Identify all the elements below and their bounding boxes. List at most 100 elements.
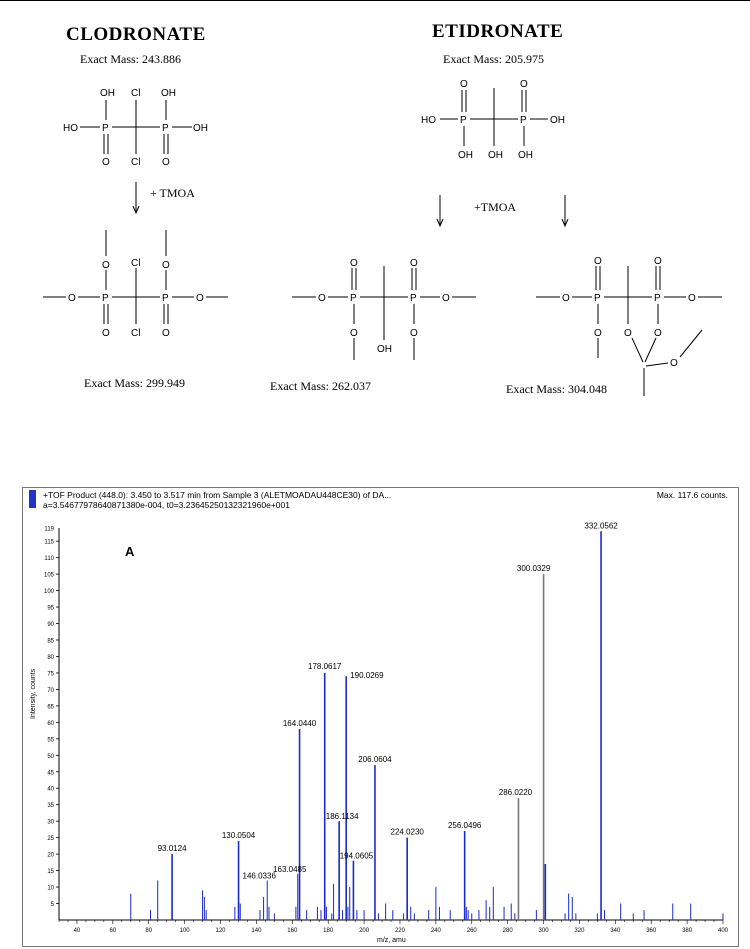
atom-o: O [350, 328, 358, 339]
atom-p: P [520, 115, 527, 126]
y-tick-label: 119 [44, 527, 54, 533]
atom-p: P [594, 293, 601, 304]
x-tick-label: 320 [574, 928, 585, 934]
y-tick-label: 5 [51, 902, 55, 908]
reagent-label-1: + TMOA [150, 186, 195, 200]
atom-p: P [162, 123, 169, 134]
x-tick-label: 300 [539, 928, 550, 934]
atom-oh: OH [100, 88, 115, 99]
y-tick-label: 60 [47, 721, 54, 727]
atom-oh: OH [488, 150, 503, 161]
atom-p: P [410, 293, 417, 304]
atom-p: P [102, 293, 109, 304]
x-tick-label: 160 [287, 928, 298, 934]
x-tick-label: 360 [646, 928, 657, 934]
spectrum-header: +TOF Product (448.0): 3.450 to 3.517 min… [23, 488, 738, 512]
peak-label: 194.0605 [340, 852, 374, 861]
atom-p: P [102, 123, 109, 134]
x-tick-label: 400 [718, 928, 729, 934]
atom-oh: OH [550, 115, 565, 126]
peak-label: 93.0124 [158, 844, 187, 853]
atom-o: O [318, 293, 326, 304]
atom-oh: OH [161, 88, 176, 99]
mass-spectrum-chart: 5 10 15 20 25 30 35 40 45 50 55 60 65 70 75 80 85 90 95 100… [30, 521, 729, 944]
x-tick-label: 240 [431, 928, 442, 934]
peak-label: 300.0329 [517, 564, 551, 573]
atom-o: O [102, 328, 110, 339]
atom-p: P [350, 293, 357, 304]
y-tick-label: 40 [47, 787, 54, 793]
atom-p: P [654, 293, 661, 304]
atom-o: O [162, 157, 170, 168]
legend-swatch[interactable] [29, 490, 36, 508]
atom-oh: OH [377, 344, 392, 355]
atom-o: O [594, 328, 602, 339]
y-tick-label: 100 [44, 589, 55, 595]
atom-cl: Cl [131, 258, 140, 269]
y-tick-label: 105 [44, 573, 55, 579]
atom-o: O [102, 157, 110, 168]
atom-oh: OH [518, 150, 533, 161]
peak-label: 332.0562 [584, 521, 618, 530]
reagent-label-2: +TMOA [474, 200, 517, 214]
atom-o: O [102, 260, 110, 271]
x-tick-label: 180 [323, 928, 334, 934]
atom-oh: OH [193, 123, 208, 134]
atom-o: O [410, 328, 418, 339]
atom-ho: HO [421, 115, 436, 126]
x-axis-label: m/z, amu [377, 937, 406, 944]
spectrum-header-line2: a=3.54677978640871380e-004, t0=3.2364525… [43, 500, 290, 510]
x-tick-label: 280 [503, 928, 514, 934]
atom-o: O [520, 79, 528, 90]
atom-o: O [688, 293, 696, 304]
x-tick-label: 120 [216, 928, 227, 934]
atom-o: O [562, 293, 570, 304]
atom-cl: Cl [131, 157, 140, 168]
y-tick-label: 10 [47, 886, 54, 892]
peak-label: 190.0269 [350, 671, 384, 680]
atom-o: O [654, 328, 662, 339]
y-tick-label: 85 [47, 639, 54, 645]
peak-label: 206.0604 [358, 755, 392, 764]
x-tick-label: 380 [682, 928, 693, 934]
atom-o: O [162, 328, 170, 339]
peak-label: 163.0485 [273, 865, 307, 874]
x-tick-label: 80 [145, 928, 152, 934]
atom-cl: Cl [131, 88, 140, 99]
atom-o: O [624, 328, 632, 339]
y-tick-label: 90 [47, 622, 54, 628]
max-counts: Max. 117.6 counts. [656, 490, 728, 500]
y-tick-label: 80 [47, 655, 54, 661]
peak-label: 286.0220 [499, 788, 533, 797]
etidronate-product2-mass: Exact Mass: 304.048 [506, 382, 607, 396]
atom-o: O [594, 256, 602, 267]
atom-oh: OH [458, 150, 473, 161]
peak-label: 224.0230 [391, 828, 425, 837]
chemical-structures: OH Cl OH HO P P OH O Cl O O Cl O O P P O… [43, 79, 722, 396]
atom-ho: HO [63, 123, 78, 134]
peak-label: 164.0440 [283, 719, 317, 728]
atom-o: O [350, 258, 358, 269]
top-rule [0, 0, 750, 1]
y-tick-label: 35 [47, 803, 54, 809]
etidronate-product1-mass: Exact Mass: 262.037 [270, 379, 371, 393]
atom-p: P [460, 115, 467, 126]
atom-o: O [460, 79, 468, 90]
y-tick-label: 75 [47, 671, 54, 677]
atom-o: O [442, 293, 450, 304]
peak-label: 186.1134 [326, 812, 359, 821]
y-axis-label: Intensity, counts [30, 668, 37, 719]
x-tick-label: 100 [180, 928, 191, 934]
atom-cl: Cl [131, 328, 140, 339]
x-tick-label: 60 [109, 928, 116, 934]
etidronate-mass: Exact Mass: 205.975 [443, 52, 544, 66]
x-tick-label: 340 [610, 928, 621, 934]
y-tick-label: 15 [47, 869, 54, 875]
peak-label: 178.0617 [308, 662, 342, 671]
atom-o: O [162, 260, 170, 271]
clodronate-title: CLODRONATE [66, 24, 206, 45]
x-tick-label: 260 [467, 928, 478, 934]
etidronate-title: ETIDRONATE [432, 21, 564, 42]
y-tick-label: 25 [47, 836, 54, 842]
y-tick-label: 95 [47, 606, 54, 612]
